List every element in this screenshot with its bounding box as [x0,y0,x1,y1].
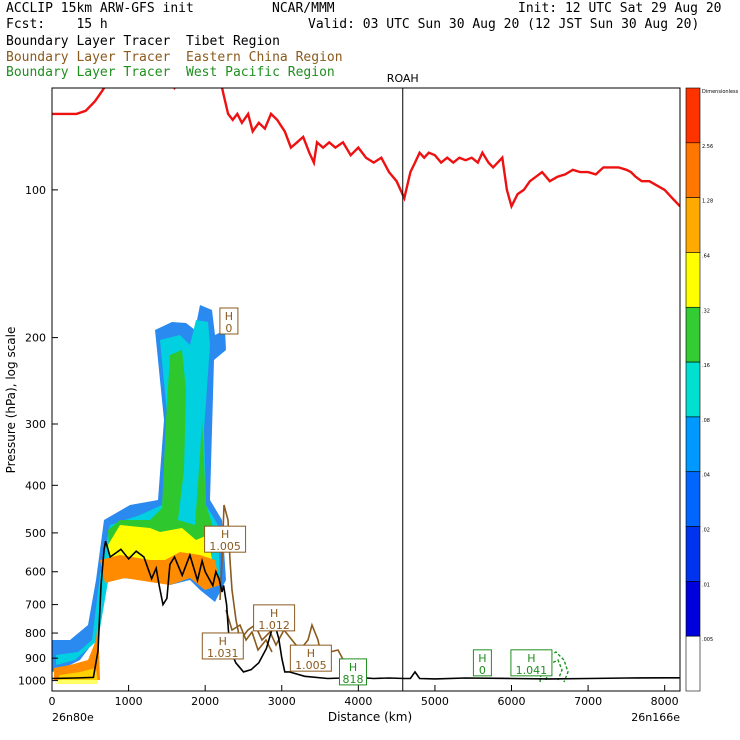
colorbar-label: .64 [702,253,710,259]
tracer-plume [52,305,226,684]
max-label-value: 1.005 [295,659,327,672]
legend-tibet: Boundary Layer Tracer Tibet Region [6,34,280,49]
y-tick-label: 100 [25,184,46,197]
legend-eastern-china: Boundary Layer Tracer Eastern China Regi… [6,50,343,65]
y-tick-label: 700 [25,599,46,612]
y-tick-label: 1000 [18,675,46,688]
y-axis: 100 200 300 400 500 600 700 800 900 1000 [18,184,58,688]
max-label-h: H [219,635,227,648]
y-tick-label: 900 [25,652,46,665]
max-label-box: H0 [219,307,239,335]
plot-frame [51,87,681,692]
y-tick-label: 600 [25,566,46,579]
max-label-value: 1.031 [207,647,239,660]
colorbar-segment [685,142,701,198]
colorbar-label: .16 [702,363,710,369]
max-label-value: 818 [342,673,363,686]
max-label-box: H1.005 [289,644,332,672]
colorbar-label: Dimensionless [702,89,739,95]
x-axis: 0 1000 2000 3000 4000 5000 6000 7000 8000 [49,685,679,708]
x-tick-label: 0 [49,695,56,708]
colorbar: Dimensionless 2.56 1.28 .64 .32 .16 .08 .04 .02.… [685,87,739,692]
y-tick-label: 300 [25,418,46,431]
x-tick-label: 8000 [651,695,679,708]
legend-west-pacific: Boundary Layer Tracer West Pacific Regio… [6,65,335,80]
y-tick-label: 800 [25,627,46,640]
terrain-line [52,540,680,680]
max-label-value: 1.012 [258,619,290,632]
max-label-h: H [225,310,233,323]
x-tick-label: 1000 [115,695,143,708]
max-label-h: H [478,652,486,665]
y-tick-label: 400 [25,479,46,492]
colorbar-segment [685,252,701,308]
colorbar-segment [685,306,701,363]
colorbar-label: .08 [702,418,710,424]
y-tick-label: 200 [25,332,46,345]
colorbar-segment [685,416,701,473]
x-tick-label: 7000 [574,695,602,708]
colorbar-segment [685,635,701,692]
y-tick-label: 500 [25,527,46,540]
colorbar-segment [685,526,701,582]
colorbar-label: 2.56 [702,144,713,150]
max-label-box: H0 [472,649,492,677]
max-label-box: H1.012 [253,604,296,632]
max-label-h: H [270,607,278,620]
max-label-h: H [307,647,315,660]
x-tick-label: 4000 [344,695,372,708]
organization-label: NCAR/MMM [272,1,335,16]
init-model-title: ACCLIP 15km ARW-GFS init [6,1,194,16]
x-tick-label: 2000 [191,695,219,708]
right-endpoint-label: 26n166e [631,711,680,724]
max-label-value: 1.041 [516,664,548,677]
max-label-box: H1.031 [201,632,244,660]
max-label-h: H [349,661,357,674]
colorbar-segment [685,471,701,527]
tropopause-line [52,88,680,210]
colorbar-label: .02 [702,528,710,534]
x-tick-label: 5000 [421,695,449,708]
colorbar-segment [685,197,701,253]
colorbar-segment [685,87,701,144]
colorbar-label: .32 [702,308,710,314]
max-label-h: H [221,528,229,541]
x-axis-title: Distance (km) [328,710,412,724]
valid-time-label: Valid: 03 UTC Sun 30 Aug 20 (12 JST Sun … [308,17,700,32]
max-label-value: 0 [479,664,486,677]
max-label-h: H [527,652,535,665]
colorbar-label: .01 [702,582,710,588]
colorbar-label: .04 [702,473,710,479]
colorbar-segment [685,581,701,637]
left-endpoint-label: 26n80e [52,711,94,724]
colorbar-label: 1.28 [702,199,713,205]
x-tick-label: 3000 [268,695,296,708]
forecast-hour-label: Fcst: 15 h [6,17,108,32]
colorbar-segment [685,361,701,418]
max-label-box: H1.005 [204,525,247,553]
max-label-value: 0 [225,322,232,335]
init-time-label: Init: 12 UTC Sat 29 Aug 20 [518,1,722,16]
max-label-value: 1.005 [209,540,241,553]
x-tick-label: 6000 [498,695,526,708]
max-label-box: H1.041 [510,649,553,677]
roah-marker-label: ROAH [387,72,419,85]
y-axis-title: Pressure (hPa), log scale [4,327,18,474]
colorbar-label: .005 [702,637,713,643]
